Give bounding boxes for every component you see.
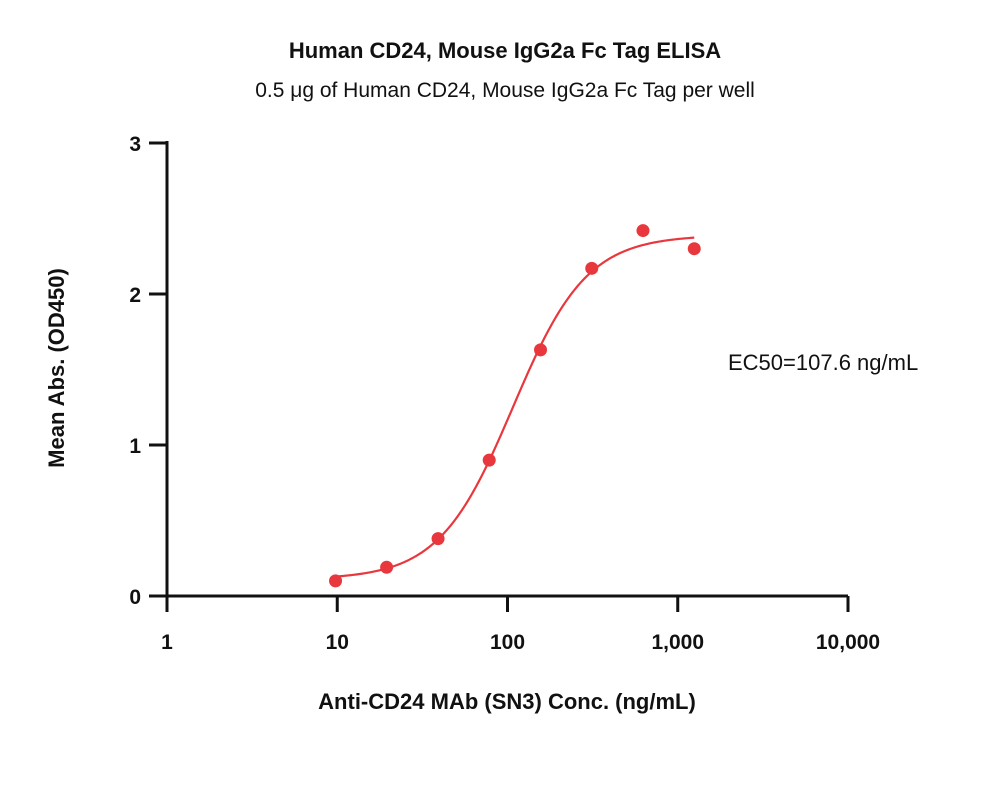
data-point <box>329 574 343 588</box>
x-tick-label: 1 <box>161 631 173 654</box>
data-point <box>534 343 548 357</box>
data-point <box>482 453 496 467</box>
ticks <box>149 141 850 612</box>
data-point <box>636 224 650 238</box>
x-axis-label: Anti-CD24 MAb (SN3) Conc. (ng/mL) <box>318 689 696 714</box>
data-points <box>329 224 701 588</box>
data-point <box>380 560 394 574</box>
data-point <box>687 242 701 256</box>
chart-title: Human CD24, Mouse IgG2a Fc Tag ELISA <box>289 38 721 63</box>
data-point <box>585 261 599 275</box>
chart-subtitle: 0.5 μg of Human CD24, Mouse IgG2a Fc Tag… <box>255 79 755 102</box>
x-tick-label: 10,000 <box>816 631 880 654</box>
x-tick-label: 1,000 <box>651 631 704 654</box>
y-tick-label: 2 <box>129 284 141 307</box>
y-axis-label: Mean Abs. (OD450) <box>44 268 69 468</box>
x-tick-label: 100 <box>490 631 525 654</box>
fit-curve <box>335 236 695 578</box>
x-tick-label: 10 <box>326 631 349 654</box>
y-tick-label: 1 <box>129 435 141 458</box>
ec50-annotation: EC50=107.6 ng/mL <box>728 350 918 375</box>
data-point <box>431 532 445 546</box>
y-tick-label: 0 <box>129 586 141 609</box>
y-tick-label: 3 <box>129 133 141 156</box>
